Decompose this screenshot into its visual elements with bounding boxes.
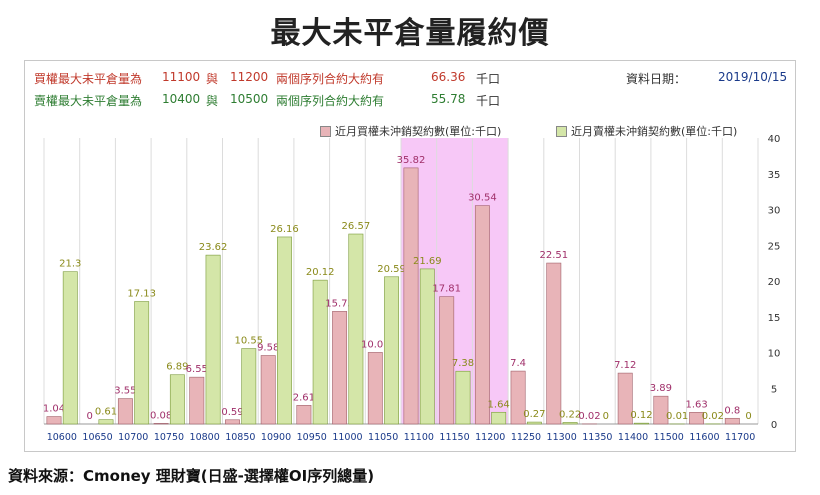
legend-item-buy: 近月買權未沖銷契約數(單位:千口) bbox=[320, 123, 501, 139]
source-footer: 資料來源：Cmoney 理財寶(日盛-選擇權OI序列總量) bbox=[8, 467, 375, 485]
call-sep: 與 bbox=[206, 94, 219, 108]
page-title: 最大未平倉量履約價 bbox=[270, 16, 550, 51]
call-max-label: 賣權最大未平倉量為 bbox=[34, 94, 143, 108]
call-unit: 千口 bbox=[476, 94, 501, 108]
call-desc: 兩個序列合約大約有 bbox=[276, 94, 385, 108]
call-value: 55.78 bbox=[431, 92, 466, 106]
call-strike1: 10400 bbox=[162, 92, 201, 106]
legend-item-sell: 近月賣權未沖銷契約數(單位:千口) bbox=[556, 123, 737, 139]
put-sep: 與 bbox=[206, 72, 219, 86]
put-value: 66.36 bbox=[431, 70, 466, 84]
legend-label-sell: 近月賣權未沖銷契約數(單位:千口) bbox=[571, 125, 738, 138]
legend-swatch-sell bbox=[556, 125, 567, 137]
legend-label-buy: 近月買權未沖銷契約數(單位:千口) bbox=[335, 125, 502, 138]
date-label: 資料日期： bbox=[626, 72, 687, 86]
put-unit: 千口 bbox=[476, 72, 501, 86]
put-desc: 兩個序列合約大約有 bbox=[276, 72, 385, 86]
chart-panel bbox=[24, 60, 796, 452]
put-strike2: 11200 bbox=[230, 70, 269, 84]
legend-swatch-buy bbox=[320, 125, 331, 137]
put-max-label: 買權最大未平倉量為 bbox=[34, 72, 143, 86]
call-strike2: 10500 bbox=[230, 92, 269, 106]
put-strike1: 11100 bbox=[162, 70, 201, 84]
date-value: 2019/10/15 bbox=[718, 70, 788, 84]
